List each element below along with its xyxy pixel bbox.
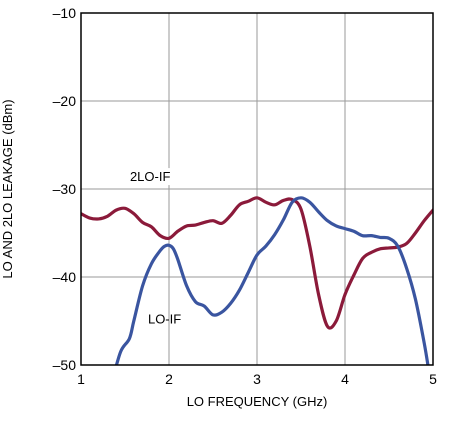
label-background: [115, 168, 186, 186]
series-line-2lo-if: [81, 196, 433, 330]
plot-frame: [80, 12, 434, 366]
x-tick-label: 3: [253, 371, 261, 387]
x-tick-label: 1: [77, 371, 85, 387]
y-tick-label: –10: [53, 5, 77, 21]
x-tick-label: 5: [429, 371, 437, 387]
series-layer: [81, 196, 433, 365]
grid: [81, 13, 433, 365]
series-line-lo-if: [114, 196, 430, 365]
series-labels: 2LO-IF LO-IF: [115, 168, 186, 327]
y-tick-label: –30: [53, 181, 77, 197]
series-label-2lo-if: 2LO-IF: [130, 169, 171, 184]
y-tick-label: –40: [53, 269, 77, 285]
y-tick-label: –20: [53, 93, 77, 109]
series-label-lo-if: LO-IF: [148, 312, 181, 327]
x-tick-label: 4: [341, 371, 349, 387]
x-axis-title: LO FREQUENCY (GHz): [187, 394, 328, 409]
ticks: 1 2 3 4 5 –10 –20 –30 –40 –50: [53, 5, 437, 387]
y-axis-title: LO AND 2LO LEAKAGE (dBm): [0, 99, 15, 278]
x-tick-label: 2: [165, 371, 173, 387]
y-tick-label: –50: [53, 357, 77, 373]
